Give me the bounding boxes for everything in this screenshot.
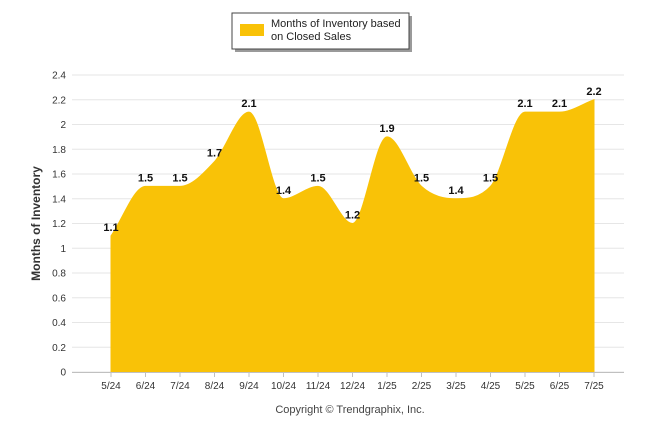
copyright-footer: Copyright © Trendgraphix, Inc. <box>275 404 424 416</box>
y-tick-label: 2.2 <box>52 95 66 106</box>
x-tick-label: 8/24 <box>205 381 225 392</box>
data-label: 2.2 <box>586 86 601 98</box>
x-tick-label: 10/24 <box>271 381 296 392</box>
legend-label-line1: Months of Inventory based <box>271 18 401 30</box>
y-tick-label: 0.2 <box>52 343 66 354</box>
y-tick-label: 2 <box>60 120 66 131</box>
x-tick-label: 5/24 <box>101 381 121 392</box>
data-label: 1.9 <box>379 123 394 135</box>
y-tick-label: 1.4 <box>52 194 66 205</box>
data-label: 1.5 <box>172 172 187 184</box>
x-tick-label: 1/25 <box>377 381 397 392</box>
y-tick-labels: 0 0.2 0.4 0.6 0.8 1 1.2 1.4 1.6 1.8 2 2.2 2.4 <box>52 71 66 379</box>
x-tick-label: 2/25 <box>412 381 432 392</box>
x-tick-label: 9/24 <box>239 381 259 392</box>
legend: Months of Inventory based on Closed Sale… <box>231 12 412 52</box>
x-tick-label: 6/25 <box>550 381 570 392</box>
x-tick-label: 6/24 <box>136 381 156 392</box>
data-label: 1.1 <box>103 222 118 234</box>
data-label: 1.5 <box>414 172 429 184</box>
y-tick-label: 2.4 <box>52 71 66 82</box>
y-tick-label: 0 <box>60 368 66 379</box>
y-tick-label: 0.4 <box>52 318 66 329</box>
x-tick-label: 4/25 <box>481 381 501 392</box>
y-tick-label: 1.6 <box>52 170 66 181</box>
data-label: 2.1 <box>517 98 532 110</box>
data-label: 1.2 <box>345 210 360 222</box>
data-label: 2.1 <box>241 98 256 110</box>
data-labels: 1.1 1.5 1.5 1.7 2.1 1.4 1.5 1.2 1.9 1.5 1.4 1.5 2.1 2… <box>103 86 601 234</box>
data-label: 1.5 <box>310 172 325 184</box>
x-tick-label: 7/25 <box>584 381 604 392</box>
y-tick-label: 0.8 <box>52 269 66 280</box>
data-label: 1.4 <box>276 185 292 197</box>
x-tick-label: 12/24 <box>340 381 365 392</box>
data-label: 1.7 <box>207 148 222 160</box>
y-tick-label: 1 <box>60 244 66 255</box>
y-axis-title: Months of Inventory <box>29 166 43 281</box>
x-tick-label: 3/25 <box>446 381 466 392</box>
legend-label-line2: on Closed Sales <box>271 31 352 43</box>
data-label: 1.5 <box>138 172 153 184</box>
x-tick-label: 5/25 <box>515 381 535 392</box>
x-axis: 5/24 6/24 7/24 8/24 9/24 10/24 11/24 12/24 1/25 2… <box>72 372 624 392</box>
legend-swatch <box>240 24 264 36</box>
area-series <box>110 99 595 373</box>
y-tick-label: 1.8 <box>52 145 66 156</box>
data-label: 2.1 <box>552 98 567 110</box>
x-tick-label: 11/24 <box>306 381 331 392</box>
data-label: 1.5 <box>483 172 498 184</box>
x-tick-label: 7/24 <box>170 381 190 392</box>
y-tick-label: 0.6 <box>52 293 66 304</box>
data-label: 1.4 <box>448 185 464 197</box>
y-tick-label: 1.2 <box>52 219 66 230</box>
